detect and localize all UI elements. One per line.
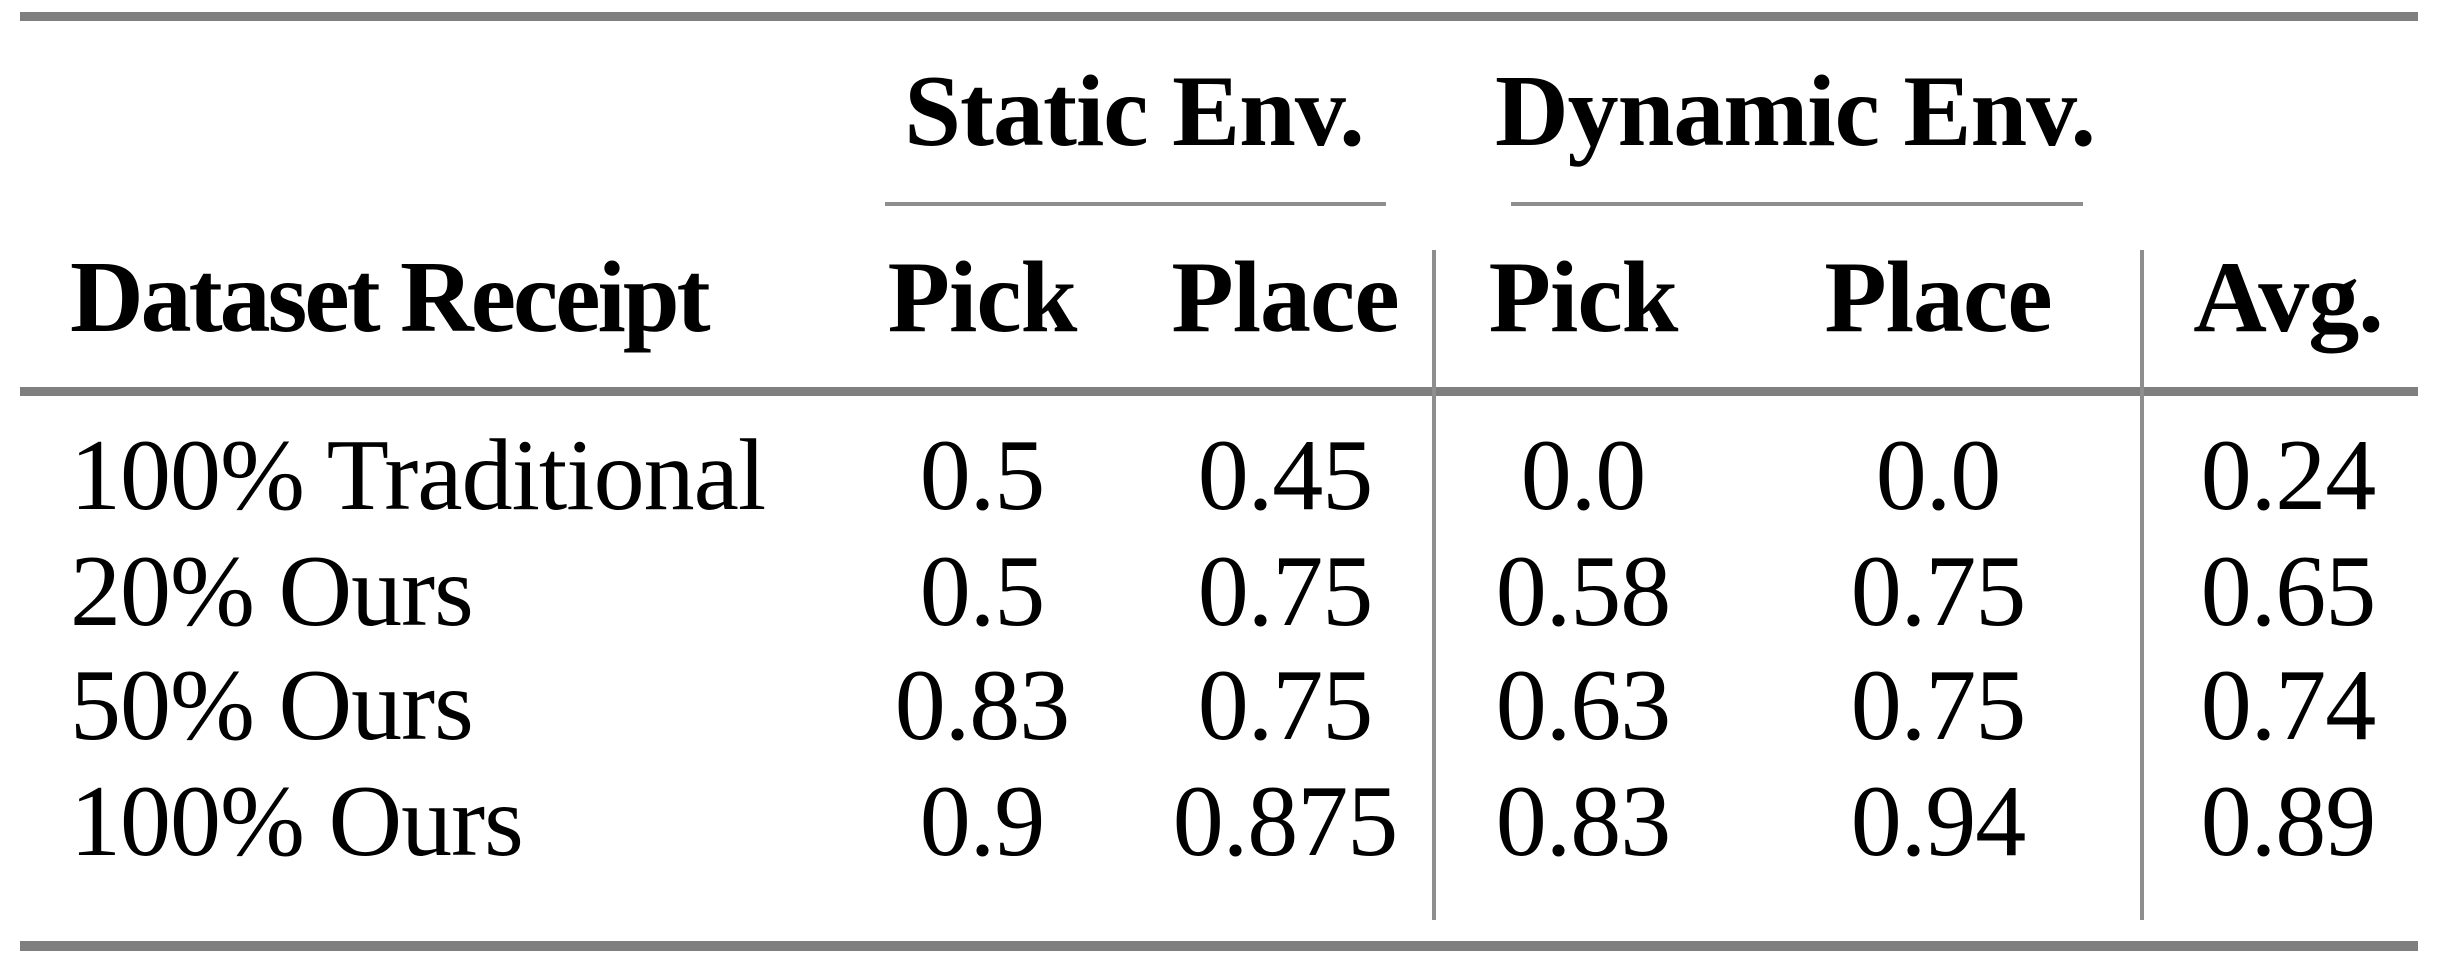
header-static-pick: Pick xyxy=(887,241,1078,354)
group-header-static-env: Static Env. xyxy=(904,55,1364,168)
cell-dynamic-place: 0.75 xyxy=(1850,535,2026,648)
cell-static-place: 0.75 xyxy=(1197,535,1373,648)
group-header-dynamic-env: Dynamic Env. xyxy=(1494,55,2096,168)
header-body-rule xyxy=(20,387,2418,396)
header-dynamic-pick: Pick xyxy=(1488,241,1679,354)
cell-avg: 0.74 xyxy=(2200,649,2376,762)
row-label: 100% Traditional xyxy=(70,419,766,532)
static-env-underline xyxy=(885,202,1386,206)
cell-dynamic-pick: 0.0 xyxy=(1520,419,1646,532)
table-top-rule xyxy=(20,12,2418,21)
cell-dynamic-pick: 0.63 xyxy=(1495,649,1671,762)
cell-dynamic-place: 0.0 xyxy=(1875,419,2001,532)
cell-avg: 0.65 xyxy=(2200,535,2376,648)
row-label: 50% Ours xyxy=(70,649,474,762)
row-label: 20% Ours xyxy=(70,535,474,648)
cell-dynamic-place: 0.75 xyxy=(1850,649,2026,762)
header-dynamic-place: Place xyxy=(1824,241,2052,354)
cell-dynamic-pick: 0.83 xyxy=(1495,765,1671,878)
dynamic-env-underline xyxy=(1511,202,2083,206)
cell-dynamic-pick: 0.58 xyxy=(1495,535,1671,648)
cell-avg: 0.89 xyxy=(2200,765,2376,878)
cell-static-place: 0.75 xyxy=(1197,649,1373,762)
cell-static-pick: 0.83 xyxy=(894,649,1070,762)
cell-avg: 0.24 xyxy=(2200,419,2376,532)
column-separator-dynamic-avg xyxy=(2140,250,2144,920)
row-label: 100% Ours xyxy=(70,765,524,878)
cell-dynamic-place: 0.94 xyxy=(1850,765,2026,878)
cell-static-pick: 0.5 xyxy=(919,419,1045,532)
cell-static-place: 0.875 xyxy=(1172,765,1398,878)
cell-static-place: 0.45 xyxy=(1197,419,1373,532)
table-bottom-rule xyxy=(20,941,2418,951)
header-avg: Avg. xyxy=(2193,241,2384,354)
cell-static-pick: 0.9 xyxy=(919,765,1045,878)
column-separator-static-dynamic xyxy=(1432,250,1436,920)
cell-static-pick: 0.5 xyxy=(919,535,1045,648)
header-dataset-receipt: Dataset Receipt xyxy=(70,241,711,354)
header-static-place: Place xyxy=(1171,241,1399,354)
